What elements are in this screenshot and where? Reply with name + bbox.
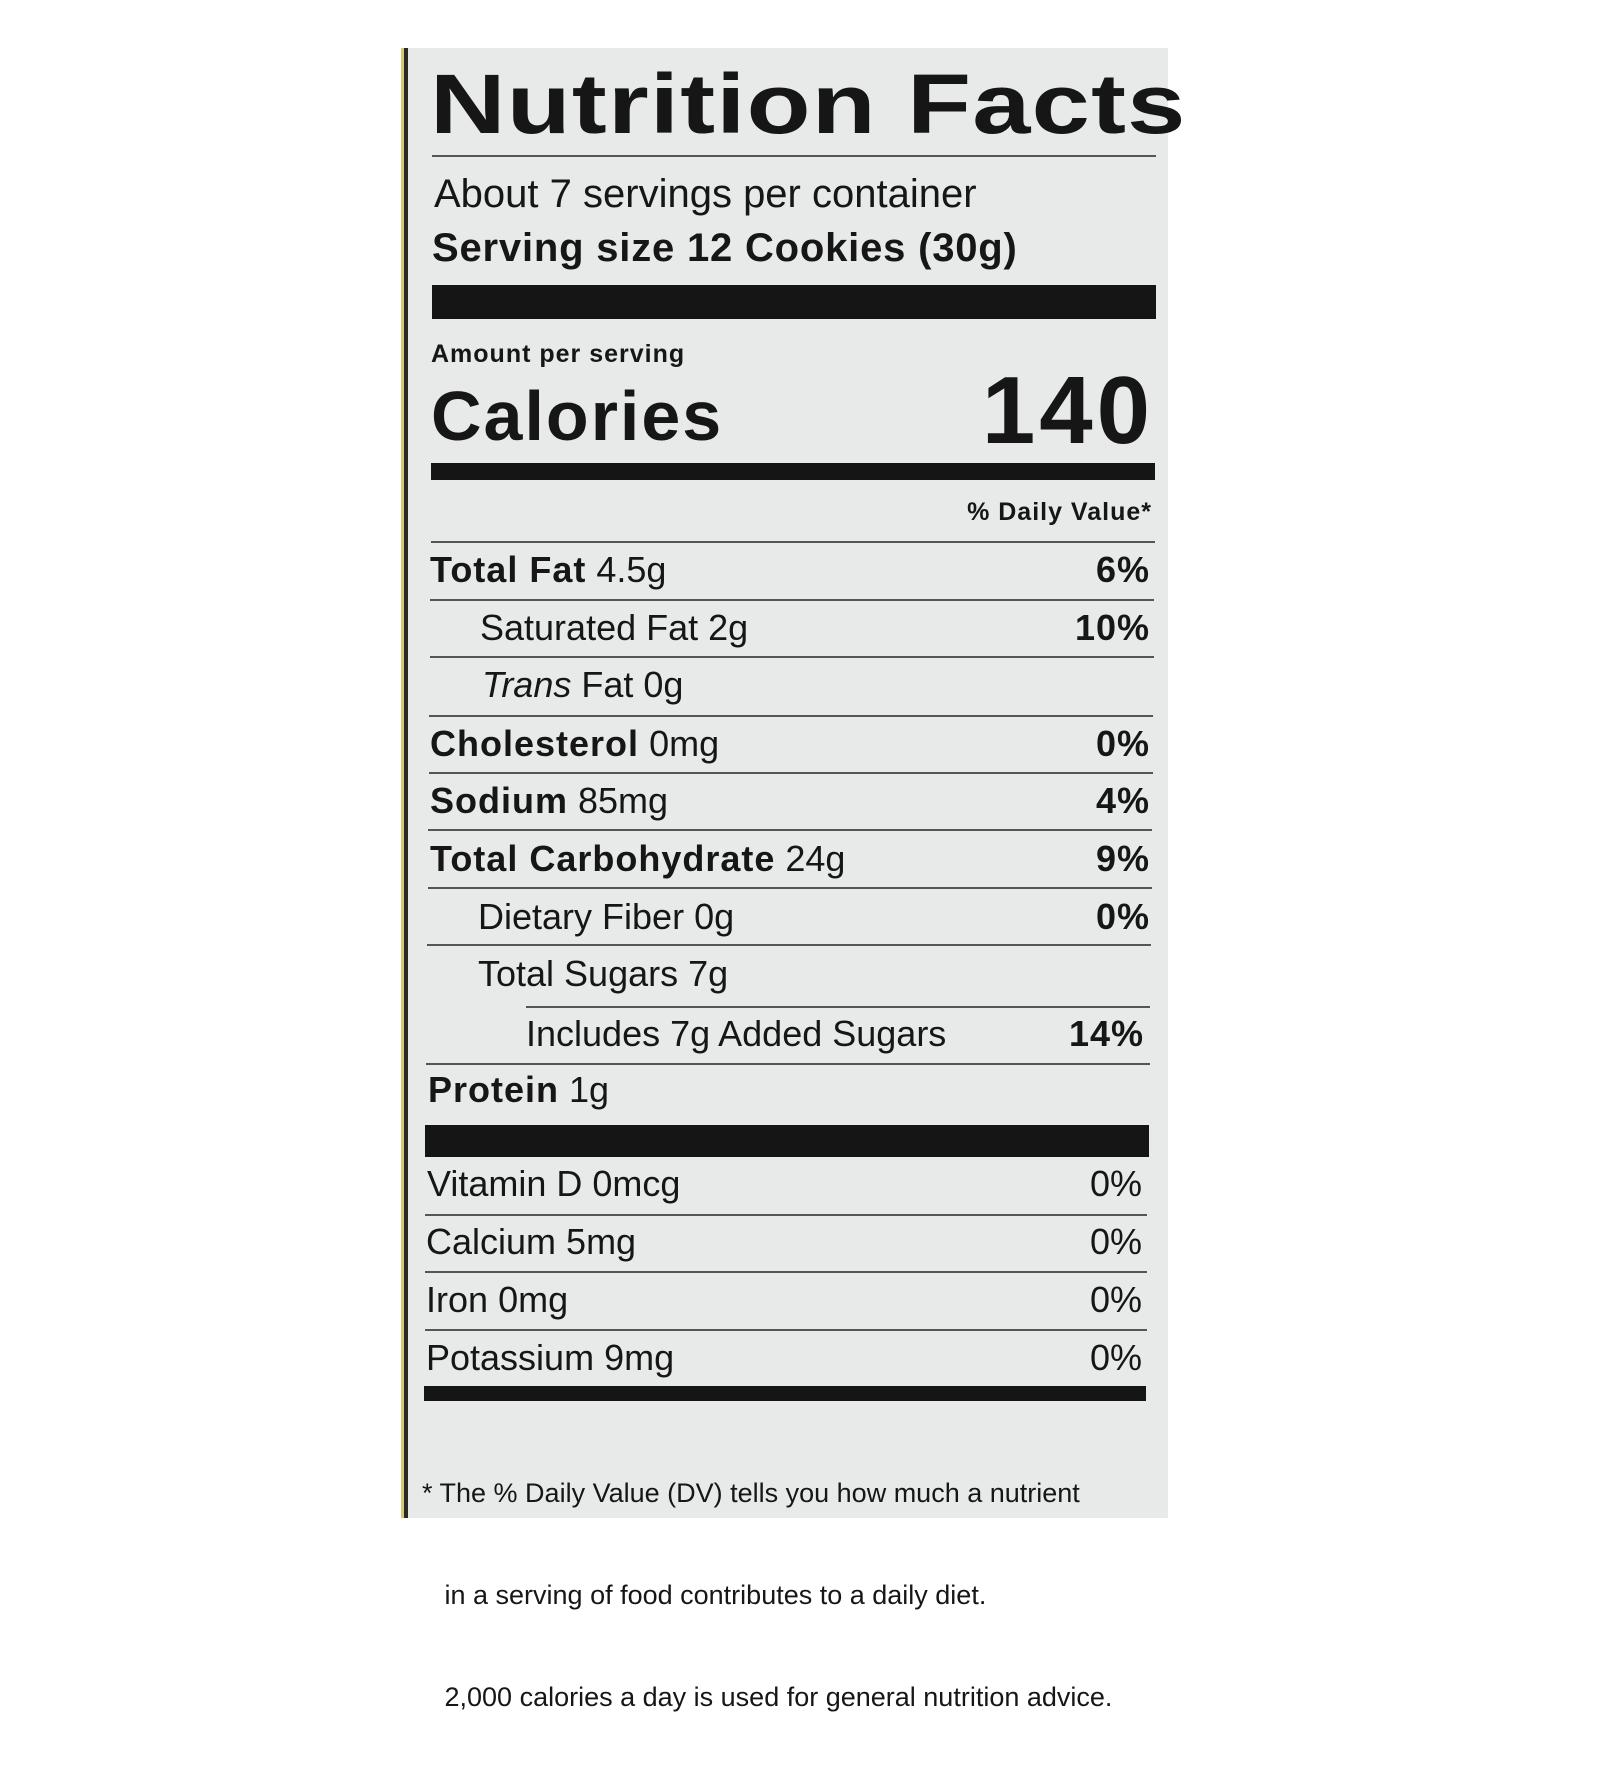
nutrient-row-total-sugars: Total Sugars 7g bbox=[478, 953, 1150, 994]
divider bbox=[425, 1271, 1147, 1273]
vitamin-row-potassium: Potassium 9mg 0% bbox=[426, 1337, 1142, 1378]
divider bbox=[526, 1006, 1150, 1008]
vitamin-amount: 9mg bbox=[604, 1337, 675, 1378]
nutrition-facts-label: Nutrition Facts About 7 servings per con… bbox=[404, 48, 1185, 1712]
nutrient-dv: 9% bbox=[1095, 838, 1150, 879]
nutrient-amount: 0g bbox=[694, 896, 735, 937]
nutrient-amount: 0g bbox=[643, 664, 684, 705]
vitamin-dv: 0% bbox=[1089, 1221, 1142, 1262]
nutrient-name: Fat bbox=[581, 664, 634, 705]
nutrient-amount: 24g bbox=[785, 838, 846, 879]
medium-divider bbox=[424, 1386, 1146, 1401]
divider bbox=[432, 155, 1156, 157]
nutrient-dv: 14% bbox=[1068, 1013, 1144, 1054]
vitamin-dv: 0% bbox=[1089, 1163, 1142, 1204]
servings-per-container: About 7 servings per container bbox=[434, 172, 977, 216]
footnote: * The % Daily Value (DV) tells you how m… bbox=[422, 1408, 1112, 1782]
divider bbox=[428, 829, 1152, 831]
calories-label: Calories bbox=[431, 377, 724, 455]
daily-value-header: % Daily Value* bbox=[967, 498, 1152, 526]
nutrient-amount: 7g bbox=[688, 953, 729, 994]
nutrient-amount: 0mg bbox=[649, 723, 720, 764]
medium-divider bbox=[431, 463, 1155, 480]
nutrient-amount: 2g bbox=[708, 607, 749, 648]
divider bbox=[430, 599, 1154, 601]
nutrient-row-sodium: Sodium 85mg 4% bbox=[430, 780, 1150, 821]
nutrient-amount: 85mg bbox=[578, 780, 669, 821]
nutrient-row-dietary-fiber: Dietary Fiber 0g 0% bbox=[478, 896, 1150, 937]
nutrient-name-italic: Trans bbox=[482, 664, 572, 705]
nutrient-row-trans-fat: Trans Fat 0g bbox=[482, 664, 1150, 705]
nutrient-dv: 0% bbox=[1095, 723, 1150, 764]
nutrient-dv: 4% bbox=[1095, 780, 1150, 821]
nutrient-name: Dietary Fiber bbox=[478, 896, 685, 937]
nutrient-amount: 1g bbox=[569, 1069, 610, 1110]
nutrient-row-total-carbohydrate: Total Carbohydrate 24g 9% bbox=[430, 838, 1150, 879]
nutrient-name: Includes 7g Added Sugars bbox=[526, 1013, 947, 1054]
vitamin-row-calcium: Calcium 5mg 0% bbox=[426, 1221, 1142, 1262]
divider bbox=[429, 772, 1153, 774]
vitamin-name: Iron bbox=[426, 1279, 489, 1320]
divider bbox=[425, 1329, 1147, 1331]
vitamin-name: Vitamin D bbox=[427, 1163, 583, 1204]
vitamin-amount: 0mcg bbox=[592, 1163, 681, 1204]
thick-divider bbox=[432, 285, 1156, 319]
nutrient-dv: 10% bbox=[1074, 607, 1150, 648]
vitamin-name: Potassium bbox=[426, 1337, 595, 1378]
vitamin-dv: 0% bbox=[1089, 1279, 1142, 1320]
thick-divider bbox=[425, 1125, 1149, 1157]
nutrient-name: Total Sugars bbox=[478, 953, 679, 994]
nutrient-name: Protein bbox=[428, 1069, 560, 1110]
footnote-line: in a serving of food contributes to a da… bbox=[422, 1580, 987, 1610]
nutrient-name: Total Fat bbox=[430, 549, 587, 590]
serving-size: Serving size 12 Cookies (30g) bbox=[432, 228, 1018, 268]
vitamin-row-iron: Iron 0mg 0% bbox=[426, 1279, 1142, 1320]
divider bbox=[428, 887, 1152, 889]
calories-value: 140 bbox=[981, 357, 1154, 464]
divider bbox=[425, 1214, 1147, 1216]
nutrient-row-cholesterol: Cholesterol 0mg 0% bbox=[430, 723, 1150, 764]
nutrient-row-saturated-fat: Saturated Fat 2g 10% bbox=[480, 607, 1150, 648]
vitamin-name: Calcium bbox=[426, 1221, 557, 1262]
nutrient-dv: 0% bbox=[1095, 896, 1150, 937]
nutrient-name: Sodium bbox=[430, 780, 568, 821]
serving-size-label: Serving size bbox=[432, 226, 676, 270]
nutrient-name: Total Carbohydrate bbox=[430, 838, 776, 879]
vitamin-amount: 5mg bbox=[566, 1221, 637, 1262]
label-title: Nutrition Facts bbox=[430, 57, 1187, 151]
footnote-line: * The % Daily Value (DV) tells you how m… bbox=[422, 1478, 1080, 1508]
nutrient-name: Saturated Fat bbox=[480, 607, 699, 648]
divider bbox=[427, 944, 1151, 946]
divider bbox=[429, 715, 1153, 717]
divider bbox=[426, 1063, 1150, 1065]
nutrient-name: Cholesterol bbox=[430, 723, 640, 764]
nutrient-dv: 6% bbox=[1095, 549, 1150, 590]
serving-size-value: 12 Cookies (30g) bbox=[686, 226, 1018, 270]
vitamin-dv: 0% bbox=[1089, 1337, 1142, 1378]
nutrient-row-total-fat: Total Fat 4.5g 6% bbox=[430, 549, 1150, 590]
vitamin-row-vitamin-d: Vitamin D 0mcg 0% bbox=[427, 1163, 1142, 1204]
divider bbox=[431, 541, 1155, 543]
vitamin-amount: 0mg bbox=[498, 1279, 569, 1320]
footnote-line: 2,000 calories a day is used for general… bbox=[422, 1682, 1113, 1712]
nutrient-row-added-sugars: Includes 7g Added Sugars 14% bbox=[526, 1013, 1144, 1054]
nutrient-row-protein: Protein 1g bbox=[428, 1069, 1150, 1110]
divider bbox=[430, 656, 1154, 658]
amount-per-serving: Amount per serving bbox=[431, 340, 686, 368]
nutrient-amount: 4.5g bbox=[596, 549, 667, 590]
